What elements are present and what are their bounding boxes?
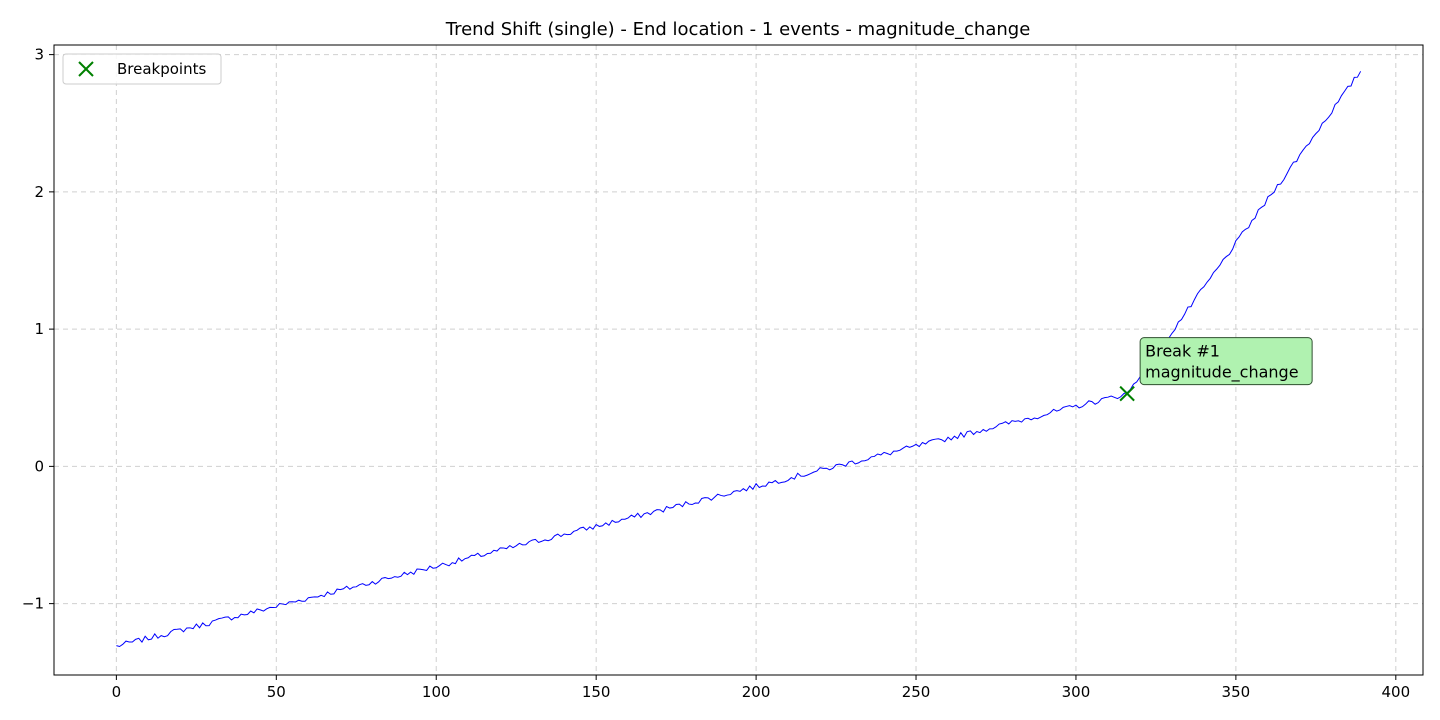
annotation-box — [1139, 337, 1313, 386]
y-tick-label: −1 — [22, 595, 44, 613]
x-tick-label: 250 — [902, 683, 931, 701]
x-tick-label: 100 — [422, 683, 451, 701]
legend-marker-x-icon — [78, 61, 94, 77]
annotation-line-2: magnitude_change — [1145, 363, 1298, 383]
x-tick-label: 300 — [1062, 683, 1091, 701]
y-tick-label: 3 — [34, 46, 44, 64]
breakpoint-marker-x-icon — [1119, 385, 1135, 402]
x-tick-label: 0 — [112, 683, 122, 701]
x-tick-label: 50 — [267, 683, 286, 701]
chart-title: Trend Shift (single) - End location - 1 … — [445, 19, 1031, 40]
breakpoint-layer: Break #1 magnitude_change — [1119, 337, 1313, 402]
plot-frame — [53, 44, 1424, 676]
x-tick-label: 200 — [742, 683, 771, 701]
x-tick-label: 150 — [582, 683, 611, 701]
y-tick-label: 1 — [34, 320, 44, 338]
axis-ticks: 0 50 100 150 200 250 300 350 400 −1 0 1 2 3 — [22, 46, 1410, 701]
y-tick-label: 2 — [34, 183, 44, 201]
legend-label: Breakpoints — [117, 60, 206, 78]
legend-box — [62, 53, 222, 85]
x-tick-label: 400 — [1381, 683, 1410, 701]
legend: Breakpoints — [62, 53, 222, 85]
x-tick-label: 350 — [1222, 683, 1251, 701]
annotation-line-1: Break #1 — [1145, 342, 1220, 361]
y-tick-label: 0 — [34, 457, 44, 475]
